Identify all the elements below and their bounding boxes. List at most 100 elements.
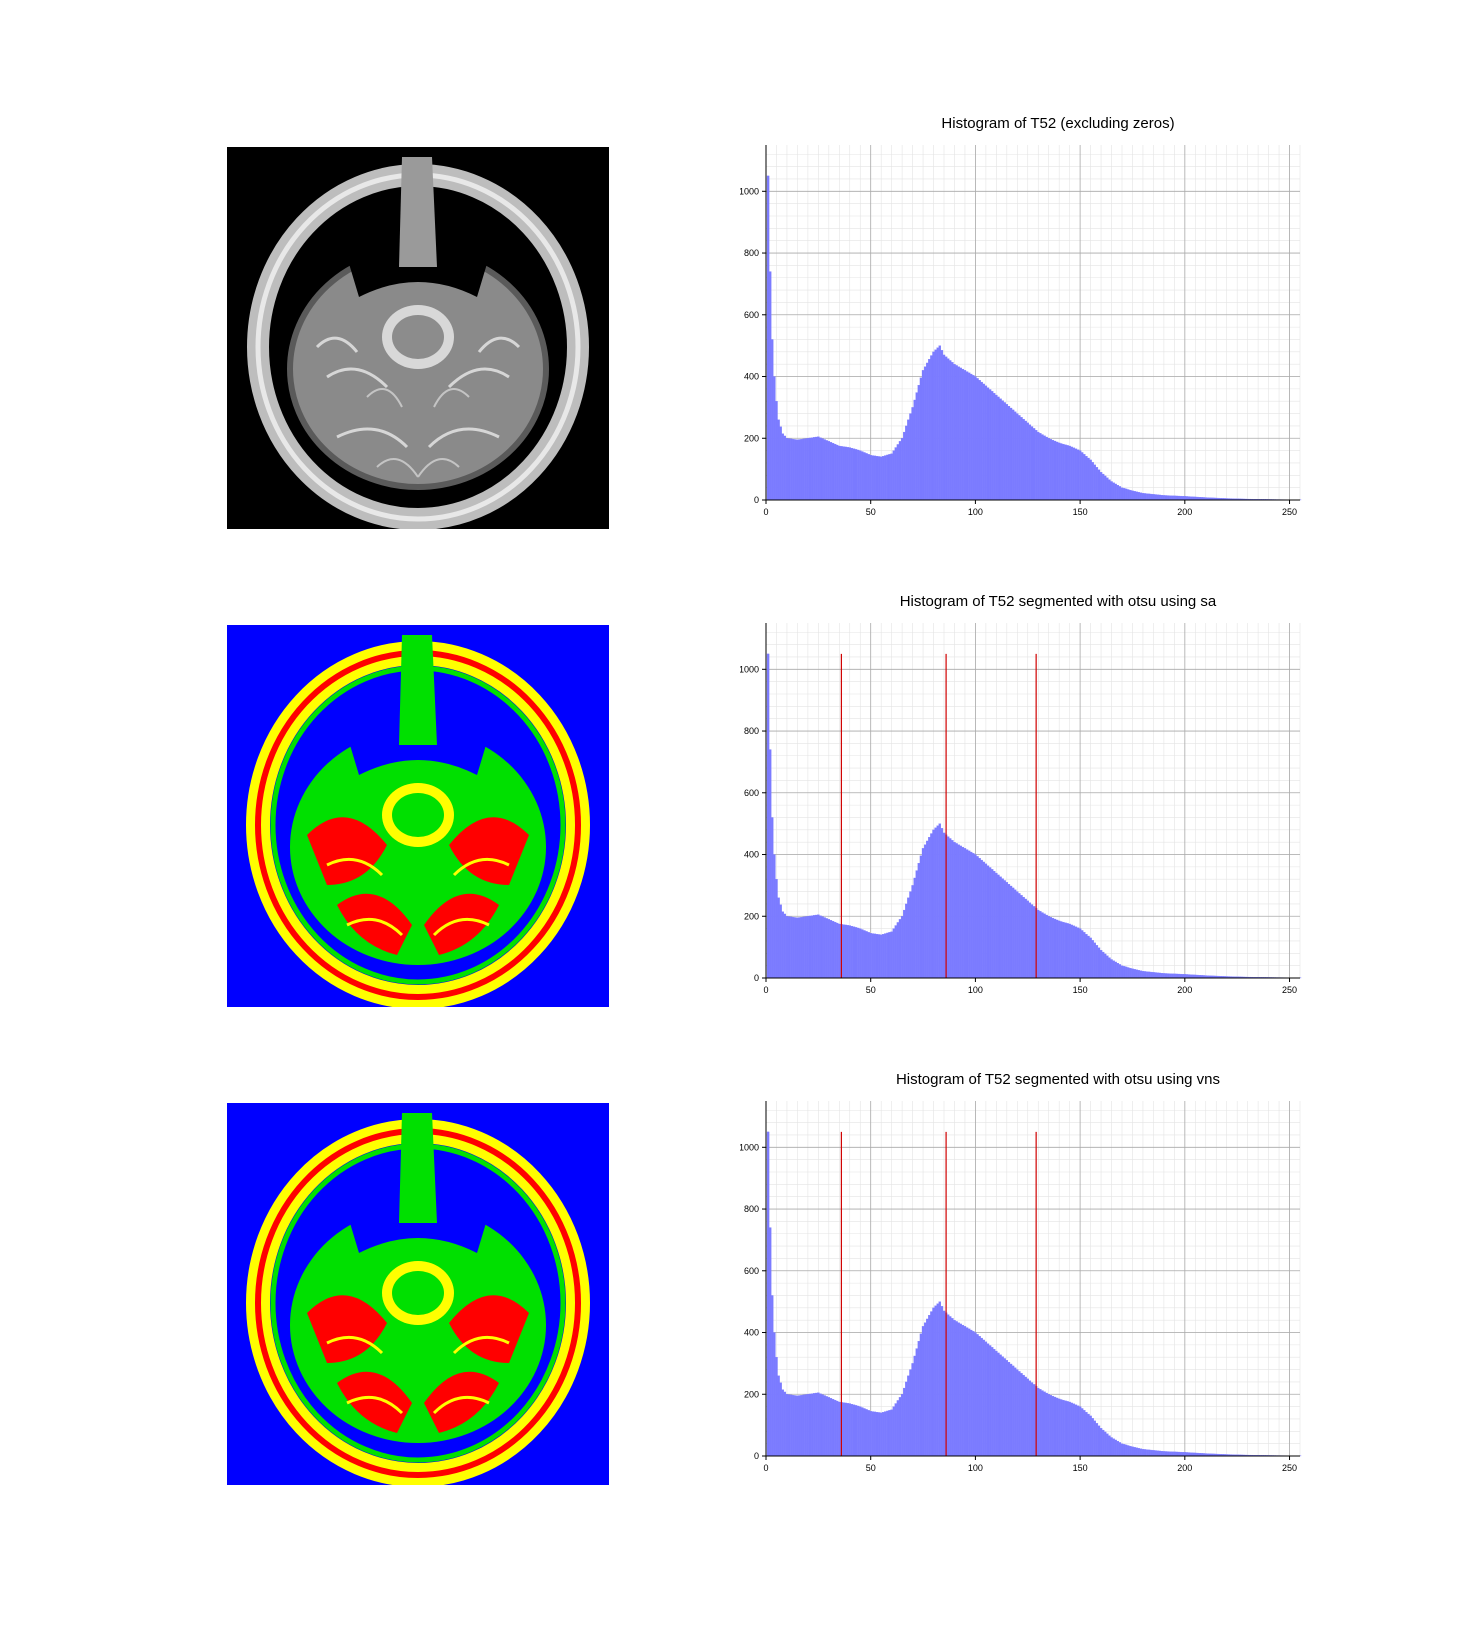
histogram-bar [1122,1444,1126,1457]
histogram-bar [903,1387,906,1457]
histogram-bar [1131,1446,1134,1457]
histogram-bar [882,1412,885,1457]
histogram-bar [1039,1389,1042,1457]
histogram-bar [1093,1420,1096,1457]
x-tick-label: 100 [968,985,983,995]
histogram-bar [850,1403,854,1457]
histogram-bar [1091,1418,1094,1457]
histogram-bar [1047,1394,1050,1457]
y-tick-label: 200 [744,433,759,443]
histogram-bar [1030,1382,1034,1457]
histogram-bar [1064,1400,1067,1457]
histogram-bar [856,1405,860,1457]
histogram-bar [806,1394,810,1457]
chart-xticks: 0 50 100 150 200 250 [763,500,1297,517]
histogram-bar [959,1323,962,1457]
histogram-bar [900,1394,904,1457]
histogram-bar [890,1409,893,1457]
histogram-bar [798,1395,801,1457]
histogram-bar [1187,1452,1191,1457]
chart-axes [765,1101,1300,1457]
histogram-svg-2: Histogram of T52 segmented with otsu usi… [740,1071,1302,1473]
histogram-bar [1057,1398,1061,1457]
x-tick-label: 0 [763,985,768,995]
mri-slice-segmented-sa [227,625,609,1007]
histogram-bar [766,653,770,979]
histogram-bar [833,1399,837,1457]
histogram-bar [812,1393,816,1457]
histogram-bar [1049,1395,1052,1457]
histogram-bar [976,1334,979,1457]
histogram-bar [1129,1445,1132,1457]
histogram-bar [1173,1451,1176,1457]
histogram-svg-0: Histogram of T52 (excluding zeros) 0 50 10… [740,115,1302,517]
y-tick-label: 400 [744,1328,759,1338]
chart-title: Histogram of T52 segmented with otsu usi… [896,1071,1220,1088]
row-original: Histogram of T52 (excluding zeros) 0 50 10… [0,0,1480,529]
histogram-bar [1014,1367,1017,1457]
x-tick-label: 250 [1282,507,1297,517]
histogram-bar [802,1394,805,1457]
segment-yellow-streaks [326,857,510,937]
histogram-bar [810,1393,814,1457]
histogram-bar [1179,1451,1182,1457]
histogram-bar [1183,1452,1187,1457]
chart-xticks: 0 50 100 150 200 250 [763,978,1297,995]
histogram-bar [796,1395,799,1457]
histogram-bar [1066,1401,1069,1457]
histogram-bar [923,1322,927,1457]
chart-axes [765,623,1300,979]
histogram-bar [942,1310,946,1457]
chart-bars [766,1131,1302,1457]
chart-bars [766,175,1302,501]
histogram-bar [930,1311,933,1457]
histogram-bar [1152,1450,1155,1457]
histogram-bar [1181,1452,1184,1457]
histogram-bar [1145,1449,1149,1457]
x-tick-label: 150 [1073,1463,1088,1473]
histogram-bar [817,1392,820,1457]
histogram-bar [957,1322,960,1457]
nasal-septum [399,157,437,267]
histogram-bar [1154,1450,1157,1457]
histogram-bar [1110,1437,1113,1457]
histogram-bar [794,1395,797,1457]
histogram-bar [907,1375,910,1457]
sulci-pattern [315,336,521,449]
y-tick-label: 200 [744,1389,759,1399]
histogram-bar [905,1381,908,1457]
histogram-bar [1137,1448,1140,1457]
segment-brainstem-green [392,1271,444,1315]
histogram-bar [1097,1425,1101,1457]
histogram-bar [1037,1387,1040,1457]
chart-title: Histogram of T52 segmented with otsu usi… [900,593,1217,610]
histogram-bar [873,1411,877,1457]
histogram-bar [1062,1399,1065,1457]
histogram-bar [953,1320,956,1457]
histogram-bar [982,1339,985,1457]
histogram-bar [1106,1433,1109,1457]
histogram-chart-0: Histogram of T52 (excluding zeros) 0 50 10… [740,110,1380,570]
histogram-bar [768,749,772,979]
histogram-bar [1009,1363,1013,1457]
histogram-bar [1020,1373,1023,1457]
histogram-bar [1085,1412,1088,1457]
histogram-bar [1158,1450,1161,1457]
histogram-bar [823,1395,826,1457]
histogram-bar [1083,1410,1086,1457]
histogram-bar [951,1318,954,1457]
histogram-bar [1055,1397,1059,1457]
y-tick-label: 800 [744,726,759,736]
histogram-bar [938,345,942,501]
histogram-bar [967,1328,971,1457]
histogram-bar [909,1369,912,1457]
x-tick-label: 50 [866,1463,876,1473]
histogram-bar [766,175,770,501]
histogram-bar [1001,1356,1004,1457]
histogram-bar [1074,1404,1078,1457]
histogram-bar [1045,1392,1048,1457]
histogram-bar [831,1399,835,1457]
histogram-bar [766,1131,770,1457]
chart-xticks: 0 50 100 150 200 250 [763,1456,1297,1473]
histogram-bar [819,1393,822,1457]
